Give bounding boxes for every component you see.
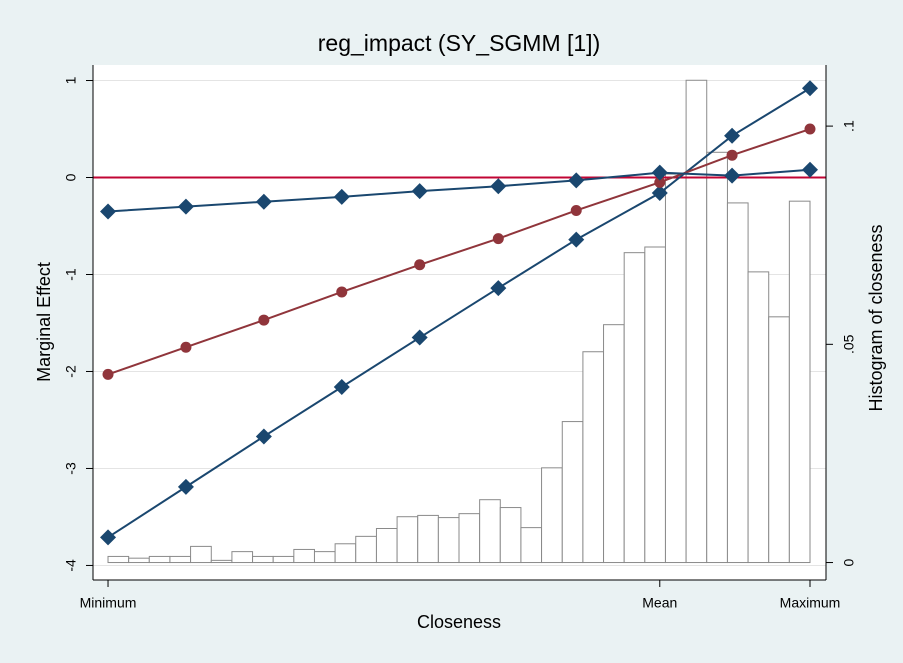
histogram-bar: [664, 173, 687, 564]
histogram-bar: [747, 271, 770, 564]
histogram-bar: [417, 514, 439, 564]
histogram-bar: [644, 246, 666, 564]
marker: [726, 149, 738, 161]
marker: [411, 183, 428, 200]
histogram-bar: [768, 316, 790, 564]
marker: [336, 286, 348, 298]
series-line: [107, 128, 811, 376]
y-tick-label: -2: [63, 365, 79, 378]
marker: [177, 478, 194, 495]
y2-tick-label: .05: [841, 334, 857, 354]
histogram-bar: [603, 324, 625, 564]
histogram-bar: [272, 555, 295, 564]
histogram-bar: [169, 555, 192, 564]
x-axis-title: Closeness: [417, 612, 501, 632]
y-axis-title: Marginal Effect: [34, 262, 54, 382]
marker: [100, 203, 117, 220]
marker: [333, 378, 350, 395]
marker: [490, 280, 507, 297]
marker: [180, 341, 192, 353]
marker: [801, 161, 818, 178]
histogram-bar: [458, 513, 481, 564]
histogram-bar: [148, 555, 171, 564]
histogram-bar: [541, 467, 563, 564]
histogram-bar: [355, 535, 377, 564]
histogram-bar: [231, 551, 254, 564]
histogram-bar: [210, 559, 233, 564]
marker: [568, 231, 585, 248]
histogram-bar: [396, 516, 419, 564]
marker: [255, 428, 272, 445]
marker: [333, 188, 350, 205]
histogram-bar: [479, 499, 501, 564]
histogram-bar: [623, 252, 646, 564]
marker: [255, 193, 272, 210]
marker: [102, 368, 114, 380]
marker: [804, 123, 816, 135]
marker: [492, 233, 504, 245]
y-tick-label: -4: [63, 559, 79, 572]
y-tick-label: 0: [63, 173, 79, 181]
marker: [411, 329, 428, 346]
y-tick-label: -3: [63, 462, 79, 475]
histogram-bar: [252, 555, 274, 564]
x-tick-label: Minimum: [80, 595, 137, 611]
histogram-bar: [520, 527, 543, 564]
histogram-bar: [706, 151, 728, 564]
chart-title: reg_impact (SY_SGMM [1]): [318, 30, 600, 56]
x-tick-label: Mean: [642, 595, 677, 611]
y2-tick-label: .1: [841, 120, 857, 132]
marker: [801, 80, 818, 97]
histogram-bar: [107, 555, 130, 564]
marker: [651, 185, 668, 202]
marker: [724, 127, 741, 144]
y-tick-label: 1: [63, 76, 79, 84]
histogram-bar: [334, 543, 357, 564]
histogram-bar: [788, 200, 811, 564]
y-tick-label: -1: [63, 268, 79, 281]
marker: [570, 204, 582, 216]
histogram-bar: [726, 202, 749, 564]
series-line: [107, 87, 811, 539]
marker: [654, 176, 666, 188]
histogram-bar: [190, 545, 212, 564]
marker: [568, 172, 585, 189]
histogram-bar: [375, 528, 398, 564]
marker: [100, 529, 117, 546]
series-line: [107, 168, 811, 213]
histogram-bar: [561, 421, 584, 564]
marker: [724, 167, 741, 184]
histogram-bar: [128, 557, 150, 564]
marker: [177, 198, 194, 215]
histogram-bar: [313, 551, 336, 564]
histogram-bar: [437, 517, 460, 564]
marker: [258, 314, 270, 326]
histogram-bar: [685, 79, 708, 564]
marker: [490, 178, 507, 195]
x-tick-label: Maximum: [780, 595, 841, 611]
marker: [414, 259, 426, 271]
marker: [651, 164, 668, 181]
histogram-bar: [293, 548, 315, 564]
histogram-bar: [499, 507, 522, 564]
histogram-bar: [582, 351, 605, 564]
y2-axis-title: Histogram of closeness: [866, 224, 886, 411]
y2-tick-label: 0: [841, 558, 857, 566]
